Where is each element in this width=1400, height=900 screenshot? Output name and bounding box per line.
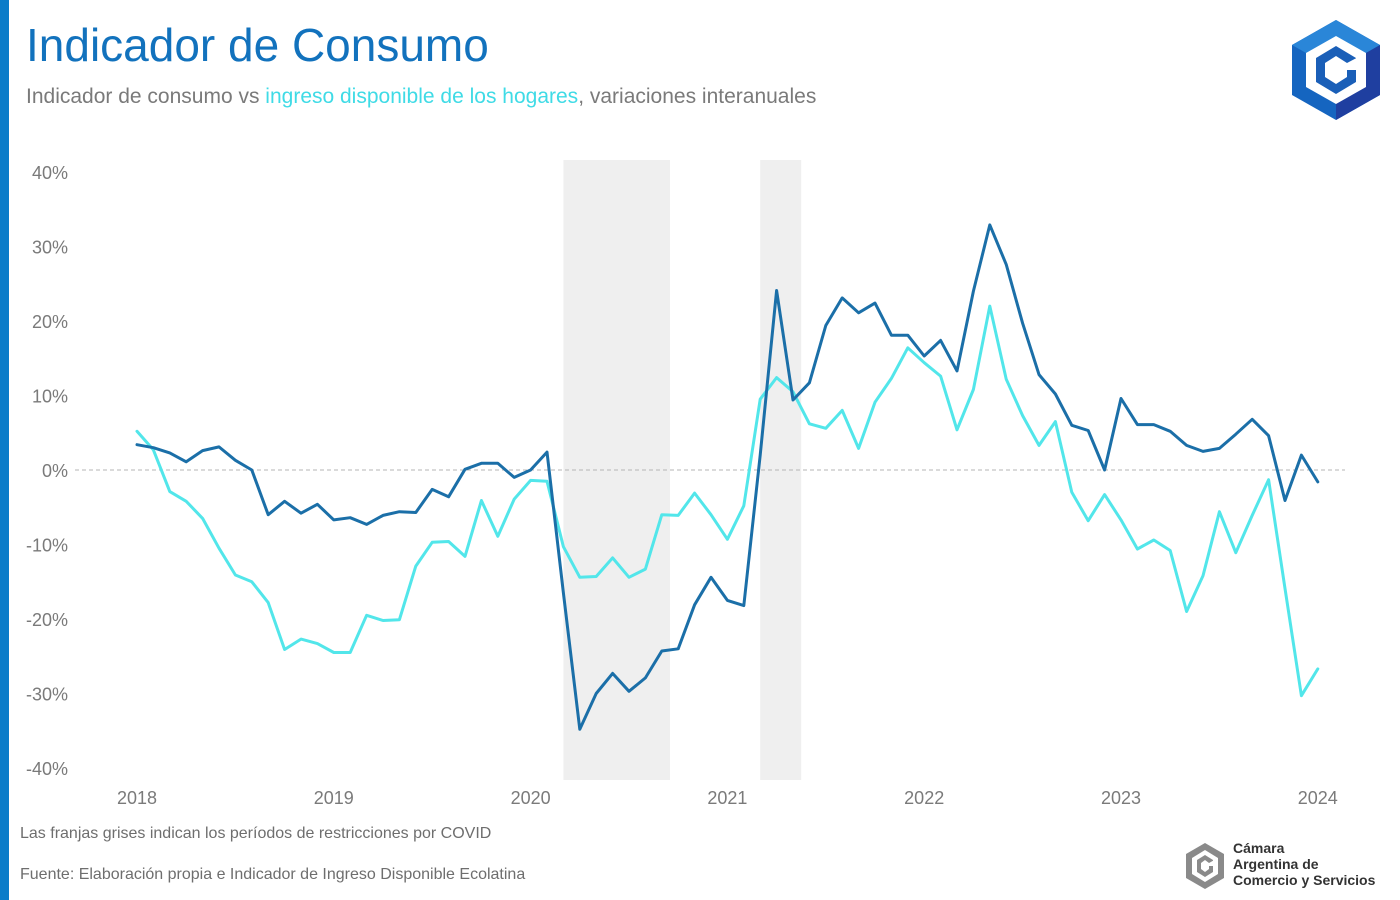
x-tick-label: 2020	[511, 788, 551, 808]
covid-period-band-2	[760, 160, 802, 780]
org-name: Cámara Argentina de Comercio y Servicios	[1233, 840, 1375, 888]
x-tick-label: 2019	[314, 788, 354, 808]
hexagon-logo-icon	[1292, 20, 1380, 120]
org-logo: Cámara Argentina de Comercio y Servicios	[1185, 840, 1400, 894]
y-tick-label: 20%	[32, 312, 68, 332]
x-tick-label: 2024	[1298, 788, 1338, 808]
y-tick-label: 0%	[42, 461, 68, 481]
org-name-line-1: Cámara	[1233, 840, 1285, 856]
subtitle-highlight: ingreso disponible de los hogares	[265, 85, 579, 108]
x-tick-label: 2023	[1101, 788, 1141, 808]
org-name-line-2: Argentina de	[1233, 856, 1319, 872]
x-tick-label: 2021	[707, 788, 747, 808]
covid-note: Las franjas grises indican los períodos …	[20, 825, 492, 842]
x-tick-label: 2022	[904, 788, 944, 808]
series-line-consumo	[135, 223, 1320, 731]
y-tick-label: -20%	[26, 610, 68, 630]
page-title: Indicador de Consumo	[26, 19, 489, 71]
source-note: Fuente: Elaboración propia e Indicador d…	[20, 866, 526, 883]
y-tick-label: 30%	[32, 238, 68, 258]
subtitle-text-2: , variaciones interanuales	[578, 85, 817, 108]
subtitle-text-1: Indicador de consumo vs	[26, 85, 266, 108]
y-axis-ticks: 40% 30% 20% 10% 0% -10% -20% -30% -40%	[26, 163, 68, 779]
y-tick-label: -30%	[26, 685, 68, 705]
y-tick-label: -10%	[26, 536, 68, 556]
x-axis-ticks: 2018 2019 2020 2021 2022 2023 2024	[117, 788, 1338, 808]
y-tick-label: -40%	[26, 759, 68, 779]
chart: 40%30%20%10%0%-10%-20%-30%-40% 2018 2019 2…	[26, 160, 1345, 808]
covid-shaded-periods	[563, 160, 802, 780]
page-subtitle: Indicador de consumo vs ingreso disponib…	[26, 85, 816, 109]
org-hexagon-icon	[1186, 843, 1224, 889]
series-layer	[135, 223, 1320, 731]
y-tick-label: 10%	[32, 387, 68, 407]
accent-side-bar	[0, 0, 9, 900]
y-tick-label: 40%	[32, 163, 68, 183]
org-name-line-3: Comercio y Servicios	[1233, 872, 1376, 888]
x-tick-label: 2018	[117, 788, 157, 808]
series-line-ingreso	[135, 304, 1320, 698]
brand-logo	[1290, 18, 1382, 122]
